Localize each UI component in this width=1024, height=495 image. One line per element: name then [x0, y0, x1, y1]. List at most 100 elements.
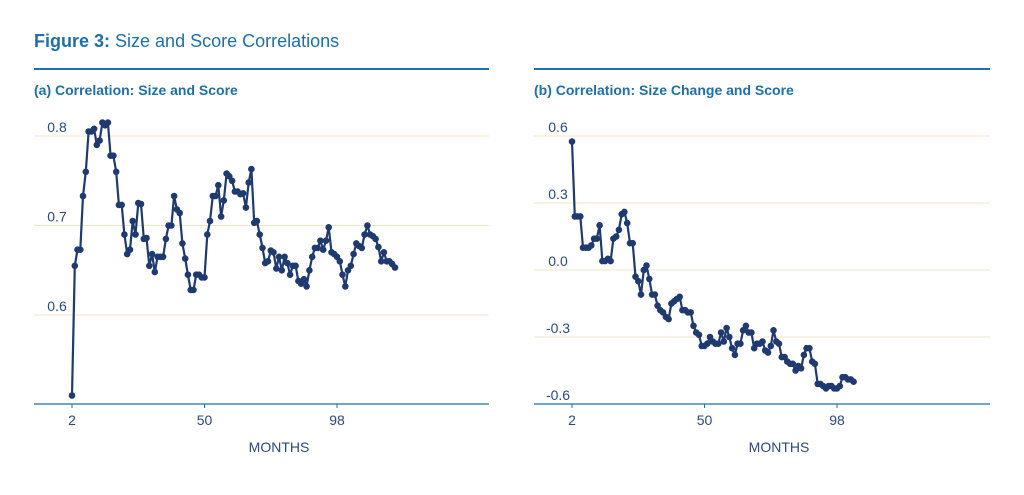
panel-a-data-point [248, 165, 255, 173]
panel-b-data-point [748, 329, 755, 336]
panel-a-data-point [168, 222, 175, 229]
figure-title: Figure 3: Size and Score Correlations [34, 31, 339, 52]
panel-a-data-point [215, 181, 222, 189]
panel-a-data-point [306, 267, 313, 274]
panel-b-data-point [643, 262, 650, 269]
panel-a-data-point [239, 190, 247, 197]
panel-b-data-point [665, 315, 672, 323]
panel-a-data-point [71, 262, 79, 270]
panel-a-data-point [104, 119, 112, 126]
panel-a-data-point [325, 224, 333, 231]
panel-a-data-point [220, 197, 228, 204]
panel-a-data-point [278, 267, 286, 274]
panel-b-data-point [695, 331, 703, 339]
panel-b-data-point [623, 219, 631, 227]
panel-a-data-point [228, 177, 236, 185]
panel-b-data-point [731, 351, 739, 359]
panel-a-title: (a) Correlation: Size and Score [34, 82, 238, 98]
panel-a-data-point [300, 275, 308, 283]
panel-b-ytick-label: -0.3 [546, 320, 570, 336]
panel-a-data-point [377, 258, 385, 265]
panel-b-data-point [687, 309, 694, 316]
panel-a-data-point [372, 235, 379, 243]
panel-b-xtick-label: 2 [568, 412, 576, 428]
panel-a-data-point [270, 249, 277, 256]
panel-b-data-point [789, 360, 797, 368]
panel-b-data-point [800, 351, 808, 359]
panel-a-data-point [347, 262, 355, 270]
panel-b-data-point [728, 344, 736, 352]
panel-b-data-point [607, 257, 614, 265]
panel-b-data-point [588, 242, 595, 249]
panel-a-ytick-label: 0.6 [47, 298, 67, 314]
panel-b-data-point [797, 365, 805, 372]
panel-b-data-point [726, 333, 733, 341]
panel-a-data-point [281, 253, 288, 261]
panel-a-data-point [176, 209, 183, 217]
figure-title-text: Size and Score Correlations [115, 31, 340, 51]
panel-b-title: (b) Correlation: Size Change and Score [534, 82, 794, 98]
panel-a-data-point [96, 137, 103, 144]
panel-a-data-point [342, 283, 349, 290]
panel-a-xtick-label: 2 [68, 412, 76, 428]
panel-a-data-point [118, 201, 125, 209]
panel-a-data-point [273, 265, 280, 272]
panel-a-top-rule [34, 68, 489, 70]
panel-a-data-point [179, 240, 186, 247]
panel-a-data-point [143, 234, 150, 242]
panel-b-series-line [570, 141, 855, 390]
panel-a-data-point [314, 244, 322, 252]
panel-b-data-point [806, 344, 813, 352]
panel-b-data-point [596, 222, 603, 229]
panel-b-ytick-label: 0.3 [548, 186, 568, 202]
panel-a-data-point [292, 262, 299, 270]
panel-a-data-point [190, 286, 197, 294]
panel-a-data-point [204, 231, 211, 238]
panel-b-data-point [850, 378, 857, 386]
panel-a-data-point [284, 259, 291, 267]
panel-b-data-point [676, 293, 683, 301]
panel-b-data-point [759, 338, 766, 345]
panel-a-data-point [79, 192, 87, 200]
panel-a-data-point [358, 244, 366, 252]
panel-a-data-point [364, 222, 371, 229]
panel-b-data-point [715, 340, 722, 348]
panel-a-data-point [121, 231, 128, 238]
panel-b-data-point [612, 233, 620, 240]
panel-a-data-point [170, 192, 178, 200]
panel-b-data-point [767, 342, 775, 350]
panel-a-data-point [112, 168, 120, 176]
panel-a-data-point [68, 392, 76, 399]
panel-a-data-point [110, 152, 117, 159]
panel-a-data-point [126, 246, 134, 253]
panel-a-data-point [275, 253, 283, 261]
panel-b-data-point [704, 340, 711, 348]
panel-a-data-point [201, 274, 208, 281]
panel-a-data-point [82, 168, 90, 176]
panel-a-data-point [339, 271, 346, 279]
panel-a-data-point [361, 231, 368, 238]
panel-b-xtick-label: 98 [829, 412, 845, 428]
panel-a-ytick-label: 0.8 [47, 119, 67, 135]
panel-a-data-point [151, 268, 159, 276]
panel-a-data-point [217, 213, 225, 220]
panel-b-ytick-label: 0.6 [548, 119, 568, 135]
panel-a-data-point [132, 231, 139, 238]
panel-b-data-point [635, 277, 642, 285]
panel-a-ytick-label: 0.7 [47, 209, 67, 225]
panel-a-data-point [286, 271, 294, 279]
panel-a-xtick-label: 98 [329, 412, 345, 428]
panel-b-data-point [764, 349, 772, 356]
panel-b-x-axis-title: MONTHS [749, 439, 810, 455]
panel-b-ytick-label: 0.0 [548, 253, 568, 269]
panel-b-data-point [637, 291, 645, 298]
panel-a-data-point [303, 283, 310, 290]
panel-a-data-point [212, 192, 219, 200]
panel-b-data-point [775, 340, 783, 348]
panel-b-data-point [690, 322, 697, 330]
panel-a-data-point [129, 217, 136, 225]
panel-a-data-point [336, 258, 344, 265]
panel-b-data-point [770, 327, 777, 334]
panel-b-data-point [836, 382, 844, 390]
